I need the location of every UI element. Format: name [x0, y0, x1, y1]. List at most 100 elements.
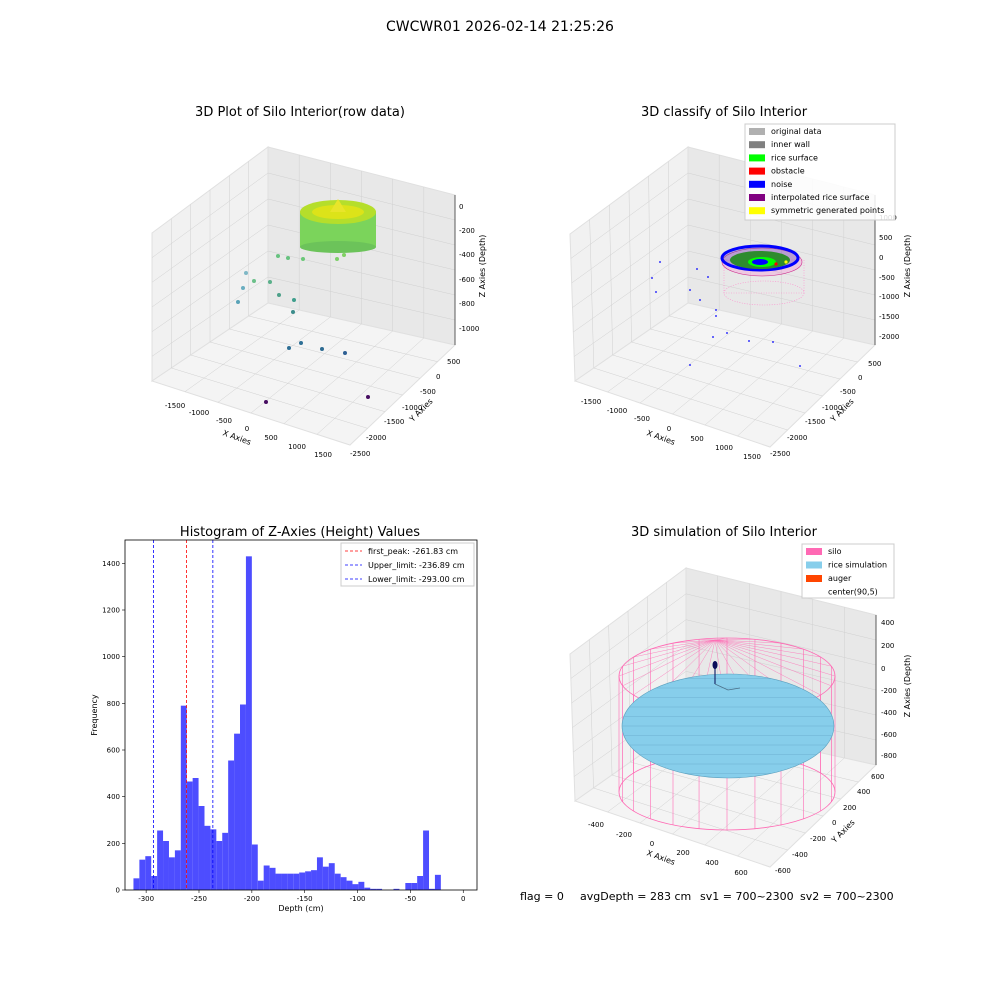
y-axis-label: Frequency	[90, 694, 99, 736]
histogram-bar	[251, 844, 258, 890]
y-tick: -200	[810, 835, 826, 843]
histogram-bar	[405, 883, 412, 890]
silo-roof-wire	[699, 639, 716, 641]
histogram-bar	[204, 825, 211, 890]
z-tick: -1500	[879, 313, 899, 321]
histogram-bar	[240, 704, 246, 890]
legend-swatch	[749, 180, 765, 188]
legend-swatch	[806, 561, 822, 569]
y-tick-label: 1000	[102, 653, 120, 661]
y-tick: -1000	[402, 404, 422, 412]
z-tick: 0	[879, 254, 883, 262]
z-ticks: 0 -200 -400 -600 -800 -1000	[459, 203, 479, 333]
histogram-bar	[228, 760, 235, 890]
y-tick-label: 600	[107, 747, 120, 755]
grid-line	[574, 276, 689, 357]
data-point	[292, 298, 296, 302]
data-point	[343, 351, 347, 355]
legend-label: symmetric generated points	[771, 206, 884, 215]
histogram-bar	[340, 877, 347, 890]
histogram-bar	[168, 857, 175, 890]
legend-label: first_peak: -261.83 cm	[368, 547, 458, 556]
z-ticks: 400 200 0 -200 -400 -600 -800	[881, 619, 897, 760]
x-tick-label: -150	[297, 895, 313, 903]
x-tick: 1000	[288, 443, 306, 451]
x-tick: 1000	[715, 444, 733, 452]
histogram-bar	[174, 850, 181, 890]
noise-point	[655, 291, 657, 293]
noise-point	[726, 332, 728, 334]
y-tick: 0	[436, 373, 440, 381]
noise-point	[689, 289, 691, 291]
silo-roof-wire	[672, 639, 716, 644]
y-tick: 600	[871, 773, 884, 781]
x-tick: -200	[616, 831, 632, 839]
y-tick: -600	[775, 867, 791, 875]
x-tick: 1500	[743, 453, 761, 461]
symmetric-point	[784, 260, 788, 264]
z-tick: -1000	[879, 293, 899, 301]
x-tick: 1500	[314, 451, 332, 459]
histogram-bar	[346, 880, 353, 890]
y-tick: -1500	[805, 418, 825, 426]
data-point	[301, 257, 305, 261]
histogram-bar	[198, 806, 205, 890]
panel-histogram: Histogram of Z-Axies (Height) Values -30…	[90, 525, 478, 913]
y-tick: -2500	[770, 450, 790, 458]
histogram-bar	[163, 841, 169, 890]
histogram-bar	[257, 880, 264, 890]
grid-line	[737, 337, 845, 437]
grid-lines	[570, 155, 876, 437]
histogram-bar	[322, 866, 329, 890]
auger-head	[712, 661, 718, 669]
classified-cylinder	[720, 244, 805, 306]
noise-core	[752, 259, 768, 265]
x-tick: 600	[734, 869, 747, 877]
x-tick: -1500	[165, 402, 185, 410]
legend-label: rice surface	[771, 153, 818, 162]
data-point	[252, 279, 256, 283]
histogram-bar	[352, 884, 359, 890]
y-ticks: 0 200 400 600 800 1000 1200 1400	[102, 560, 125, 895]
data-point	[342, 253, 346, 257]
legend: original data inner wall rice surface obsta…	[744, 123, 896, 221]
legend-label: silo	[828, 547, 842, 556]
data-point	[291, 310, 295, 314]
y-ticks: 600 400 200 0 -200 -400 -600	[775, 773, 884, 875]
noise-point	[707, 276, 709, 278]
histogram-bar	[234, 733, 241, 890]
histogram-bar	[393, 888, 400, 890]
x-tick: 0	[667, 425, 671, 433]
z-axis-label: Z Axies (Depth)	[903, 655, 912, 718]
histogram-bar	[358, 881, 365, 890]
x-tick: 0	[245, 425, 249, 433]
silo-roof-wire	[622, 639, 716, 687]
histogram-bar	[210, 829, 217, 890]
y-tick: -500	[420, 388, 436, 396]
y-tick: 0	[832, 819, 836, 827]
silo-roof-wire	[714, 639, 836, 677]
legend-swatch	[749, 207, 765, 215]
x-axis-label: X Axies	[645, 848, 676, 867]
y-tick-label: 200	[107, 840, 120, 848]
grid-line	[687, 276, 876, 321]
z-axis-label: Z Axies (Depth)	[478, 235, 487, 298]
z-tick: -1000	[459, 325, 479, 333]
sv1-text: sv1 = 700~2300	[700, 890, 794, 903]
silo-roof-wire	[633, 639, 716, 696]
y-tick: 400	[857, 788, 870, 796]
x-tick: 500	[264, 434, 277, 442]
legend: silo rice simulation auger center(90,5)	[801, 543, 895, 599]
x-tick: -1000	[189, 409, 209, 417]
histogram-bar	[328, 863, 335, 890]
flag-text: flag = 0	[520, 890, 564, 903]
x-tick: -500	[634, 415, 650, 423]
histogram-bar	[216, 841, 223, 890]
histogram-bar	[311, 870, 317, 890]
silo-roof-wire	[714, 639, 832, 667]
legend-entries: original data inner wall rice surface obsta…	[749, 127, 884, 215]
noise-point	[799, 365, 801, 367]
silo-roof-wire	[622, 639, 716, 667]
x-tick: 500	[690, 435, 703, 443]
